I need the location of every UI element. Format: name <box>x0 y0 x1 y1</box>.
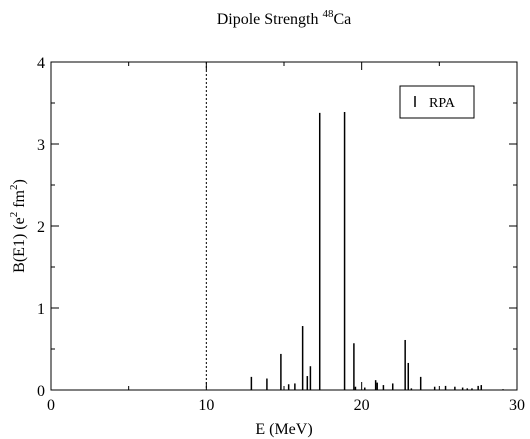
legend-box <box>399 85 475 119</box>
y-axis-label: B(E1) (e2 fm2) <box>8 179 28 273</box>
tick-labels-group: 0 10 20 30 0 1 2 3 4 <box>37 55 525 414</box>
chart-title: Dipole Strength 48Ca <box>217 8 352 28</box>
plot-frame <box>50 61 518 391</box>
x-tick-label: 20 <box>354 397 370 414</box>
chart-title-prefix: Dipole Strength <box>217 11 323 28</box>
y-axis-label-mid: fm <box>11 189 28 211</box>
legend-label-rpa: RPA <box>429 96 456 111</box>
chart-title-mass-number: 48 <box>322 8 334 20</box>
bars-group <box>250 112 504 390</box>
y-tick-label: 1 <box>37 301 45 318</box>
y-axis-label-sup2: 2 <box>8 185 20 191</box>
y-tick-label: 0 <box>37 383 45 400</box>
y-tick-label: 2 <box>37 219 45 236</box>
x-tick-label: 0 <box>47 397 55 414</box>
y-axis-label-end: ) <box>11 179 28 184</box>
y-tick-label: 4 <box>37 55 45 72</box>
y-axis-label-main: B(E1) (e <box>11 217 28 273</box>
y-axis-label-sup1: 2 <box>8 212 20 218</box>
x-tick-label: 10 <box>198 397 214 414</box>
x-axis-label: E (MeV) <box>255 421 312 438</box>
x-tick-label: 30 <box>509 397 525 414</box>
legend: RPA <box>399 85 475 119</box>
chart-title-element: Ca <box>333 11 351 28</box>
y-tick-label: 3 <box>37 137 45 154</box>
